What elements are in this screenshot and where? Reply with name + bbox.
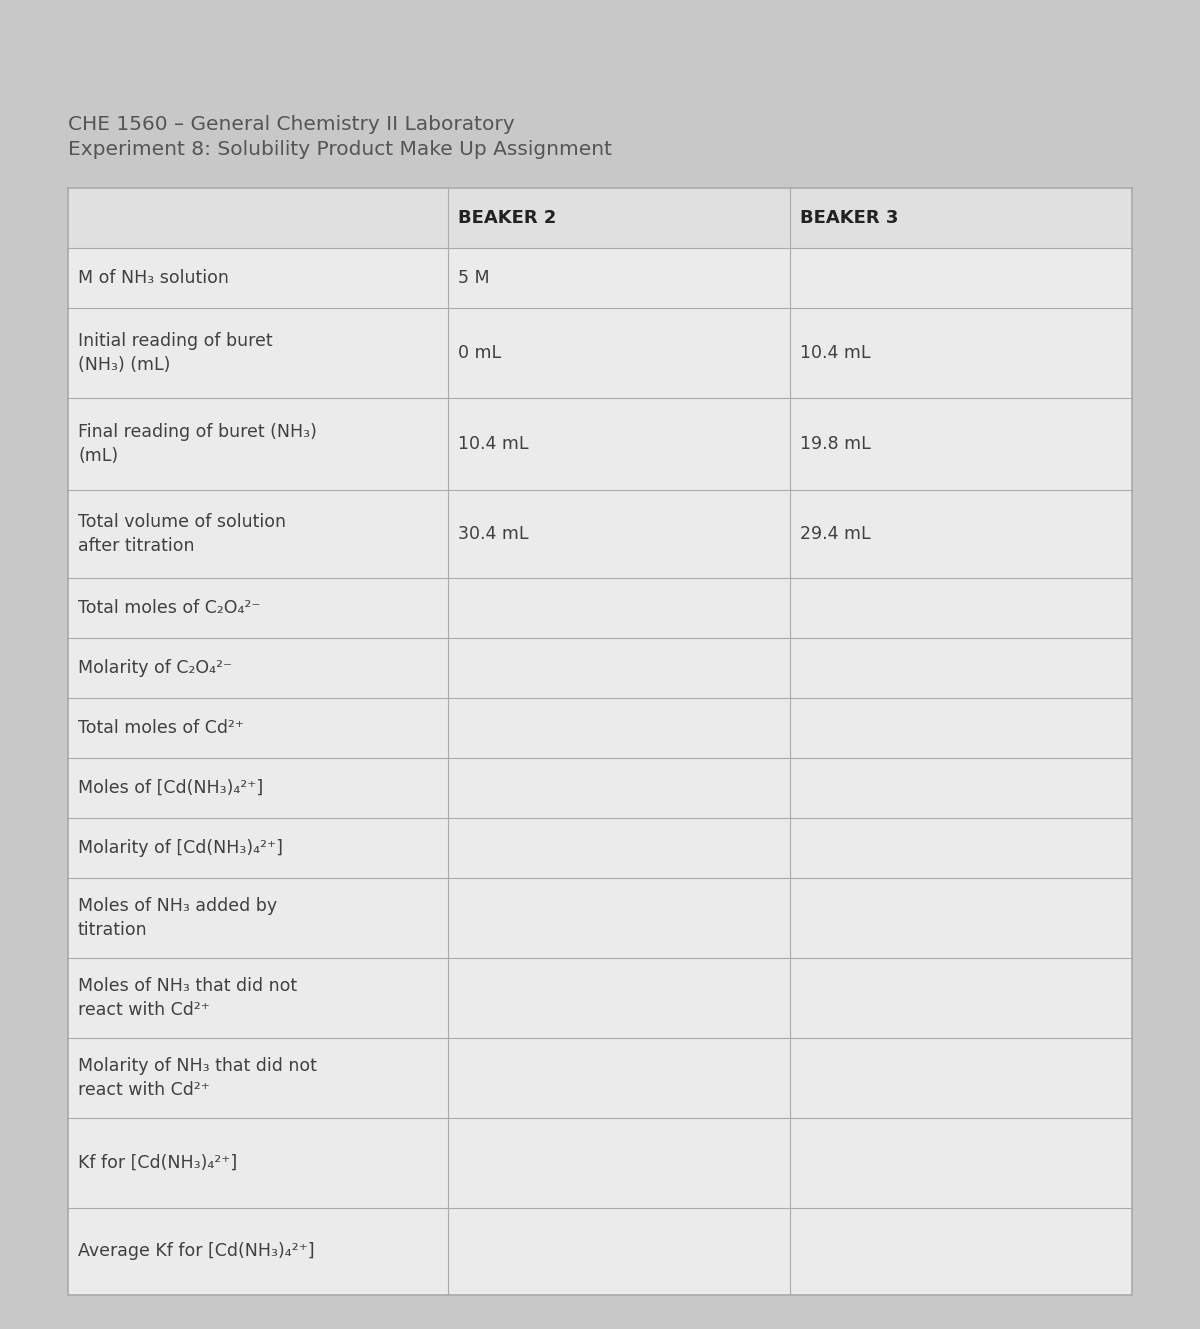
Text: BEAKER 3: BEAKER 3	[800, 209, 899, 227]
Text: Moles of [Cd(NH₃)₄²⁺]: Moles of [Cd(NH₃)₄²⁺]	[78, 779, 263, 797]
Text: Experiment 8: Solubility Product Make Up Assignment: Experiment 8: Solubility Product Make Up…	[68, 140, 612, 159]
Bar	[68, 187, 1132, 1294]
Text: Moles of NH₃ that did not
react with Cd²⁺: Moles of NH₃ that did not react with Cd²…	[78, 977, 298, 1019]
Text: 0 mL: 0 mL	[458, 344, 502, 361]
Text: 10.4 mL: 10.4 mL	[458, 435, 528, 453]
Text: 19.8 mL: 19.8 mL	[800, 435, 871, 453]
Text: CHE 1560 – General Chemistry II Laboratory: CHE 1560 – General Chemistry II Laborato…	[68, 116, 515, 134]
Text: Total moles of C₂O₄²⁻: Total moles of C₂O₄²⁻	[78, 599, 260, 617]
Text: Kf for [Cd(NH₃)₄²⁺]: Kf for [Cd(NH₃)₄²⁺]	[78, 1154, 238, 1172]
Text: Molarity of NH₃ that did not
react with Cd²⁺: Molarity of NH₃ that did not react with …	[78, 1057, 317, 1099]
Bar	[68, 187, 1132, 249]
Text: M of NH₃ solution: M of NH₃ solution	[78, 268, 229, 287]
Text: Average Kf for [Cd(NH₃)₄²⁺]: Average Kf for [Cd(NH₃)₄²⁺]	[78, 1243, 314, 1260]
Text: 30.4 mL: 30.4 mL	[458, 525, 528, 544]
Text: Final reading of buret (NH₃)
(mL): Final reading of buret (NH₃) (mL)	[78, 423, 317, 465]
Text: Total volume of solution
after titration: Total volume of solution after titration	[78, 513, 286, 554]
Text: 29.4 mL: 29.4 mL	[800, 525, 871, 544]
Text: 5 M: 5 M	[458, 268, 490, 287]
Text: 10.4 mL: 10.4 mL	[800, 344, 870, 361]
Text: Molarity of C₂O₄²⁻: Molarity of C₂O₄²⁻	[78, 659, 232, 676]
Text: Total moles of Cd²⁺: Total moles of Cd²⁺	[78, 719, 244, 738]
Text: Moles of NH₃ added by
titration: Moles of NH₃ added by titration	[78, 897, 277, 938]
Text: Initial reading of buret
(NH₃) (mL): Initial reading of buret (NH₃) (mL)	[78, 332, 272, 373]
Text: Molarity of [Cd(NH₃)₄²⁺]: Molarity of [Cd(NH₃)₄²⁺]	[78, 839, 283, 857]
Text: BEAKER 2: BEAKER 2	[458, 209, 557, 227]
